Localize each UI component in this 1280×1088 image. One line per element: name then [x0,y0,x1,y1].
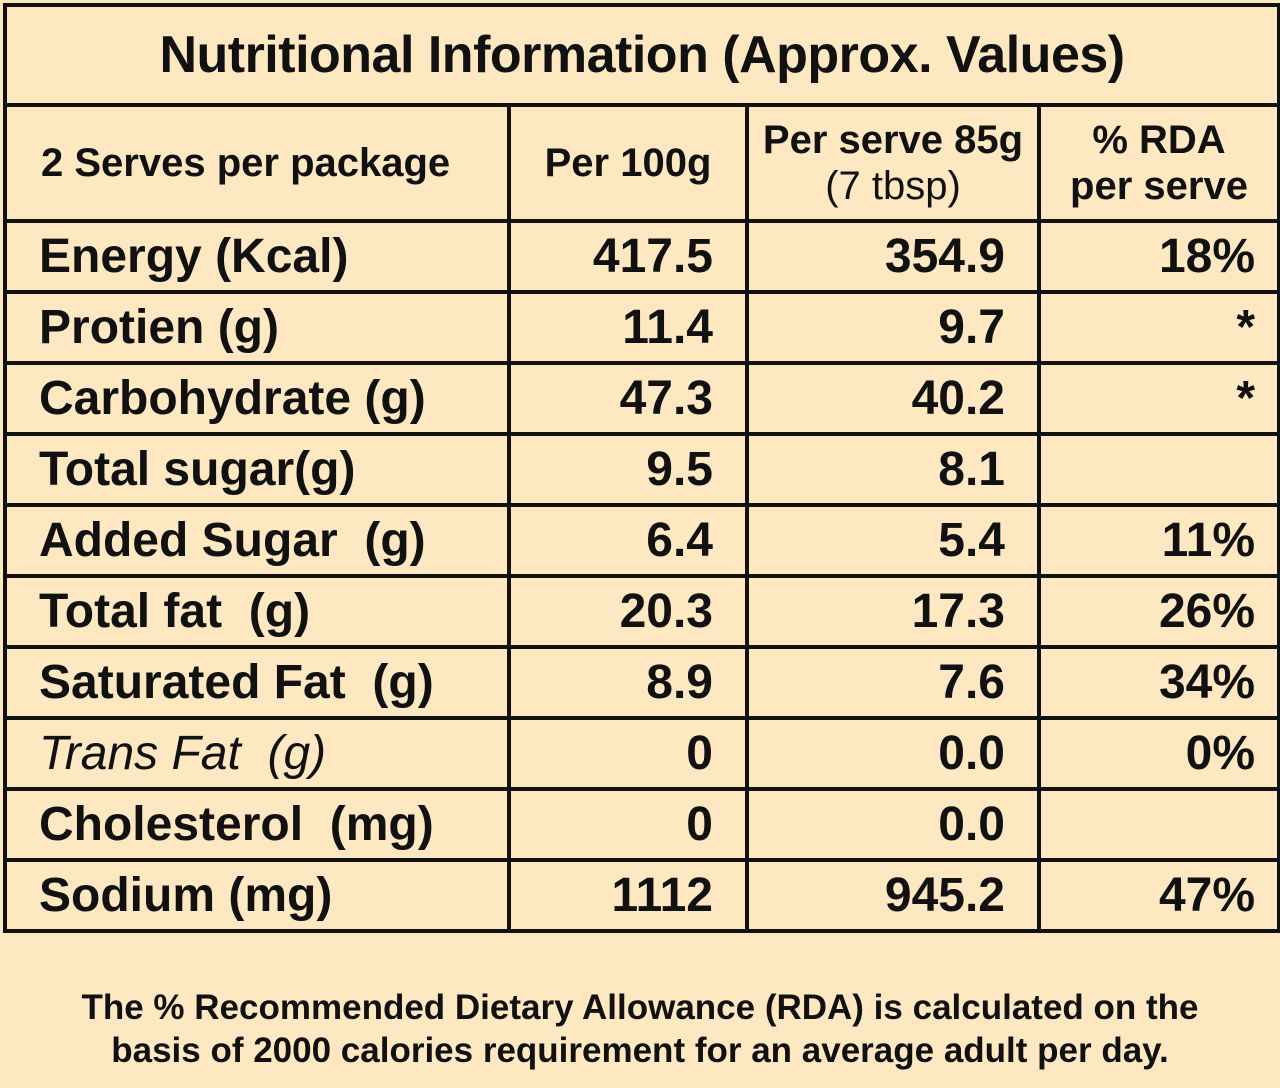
per-serve-value: 0.0 [745,716,1041,791]
table-row: Carbohydrate (g) 47.3 40.2 * [3,361,1280,436]
rda-value: 34% [1036,645,1280,720]
nutrient-name: Cholesterol (mg) [3,787,511,862]
per-serve-value: 945.2 [745,858,1041,933]
header-per-serve-line2: (7 tbsp) [825,164,961,208]
per-100g-value: 47.3 [507,361,749,436]
per-100g-value: 8.9 [507,645,749,720]
rda-value: * [1036,361,1280,436]
per-100g-value: 1112 [507,858,749,933]
rda-value [1036,787,1280,862]
nutrient-name: Protien (g) [3,290,511,365]
nutrient-name: Total sugar(g) [3,432,511,507]
per-100g-value: 417.5 [507,219,749,294]
table-row: Total sugar(g) 9.5 8.1 [3,432,1280,507]
header-row: 2 Serves per package Per 100g Per serve … [3,103,1280,223]
per-100g-value: 11.4 [507,290,749,365]
header-rda-line2: per serve [1070,164,1248,208]
table-title: Nutritional Information (Approx. Values) [2,3,1280,107]
rda-value: 18% [1036,219,1280,294]
per-serve-value: 17.3 [745,574,1041,649]
rda-value: 26% [1036,574,1280,649]
nutrient-name: Added Sugar (g) [3,503,511,578]
per-100g-value: 20.3 [507,574,749,649]
footnote-line-2: basis of 2000 calories requirement for a… [111,1031,1169,1070]
rda-value: 0% [1036,716,1280,791]
table-row: Sodium (mg) 1112 945.2 47% [3,858,1280,933]
per-serve-value: 9.7 [745,290,1041,365]
table-row: Saturated Fat (g) 8.9 7.6 34% [3,645,1280,720]
table-row: Energy (Kcal) 417.5 354.9 18% [3,219,1280,294]
nutrient-name: Trans Fat (g) [3,716,511,791]
footnote-line-1: The % Recommended Dietary Allowance (RDA… [81,988,1199,1027]
header-rda: % RDA per serve [1036,103,1280,223]
per-serve-value: 5.4 [745,503,1041,578]
nutrient-name: Total fat (g) [3,574,511,649]
header-serves: 2 Serves per package [3,103,511,223]
per-100g-value: 9.5 [507,432,749,507]
header-per-serve: Per serve 85g (7 tbsp) [745,103,1041,223]
per-100g-value: 0 [507,716,749,791]
per-serve-value: 0.0 [745,787,1041,862]
table-row: Cholesterol (mg) 0 0.0 [3,787,1280,862]
table-row: Total fat (g) 20.3 17.3 26% [3,574,1280,649]
nutrient-name: Saturated Fat (g) [3,645,511,720]
table-row: Added Sugar (g) 6.4 5.4 11% [3,503,1280,578]
per-serve-value: 354.9 [745,219,1041,294]
per-100g-value: 6.4 [507,503,749,578]
rda-value: 11% [1036,503,1280,578]
rda-footnote: The % Recommended Dietary Allowance (RDA… [0,986,1280,1072]
per-serve-value: 7.6 [745,645,1041,720]
table-row: Protien (g) 11.4 9.7 * [3,290,1280,365]
nutrient-name: Energy (Kcal) [3,219,511,294]
rda-value: * [1036,290,1280,365]
header-per-100g: Per 100g [507,103,749,223]
per-serve-value: 8.1 [745,432,1041,507]
per-serve-value: 40.2 [745,361,1041,436]
nutrition-table: Nutritional Information (Approx. Values)… [2,3,1280,933]
table-row: Trans Fat (g) 0 0.0 0% [3,716,1280,791]
header-per-serve-line1: Per serve 85g [762,118,1024,162]
per-100g-value: 0 [507,787,749,862]
rda-value: 47% [1036,858,1280,933]
nutrient-name: Carbohydrate (g) [3,361,511,436]
nutrient-name: Sodium (mg) [3,858,511,933]
header-rda-line1: % RDA [1092,118,1226,162]
rda-value [1036,432,1280,507]
